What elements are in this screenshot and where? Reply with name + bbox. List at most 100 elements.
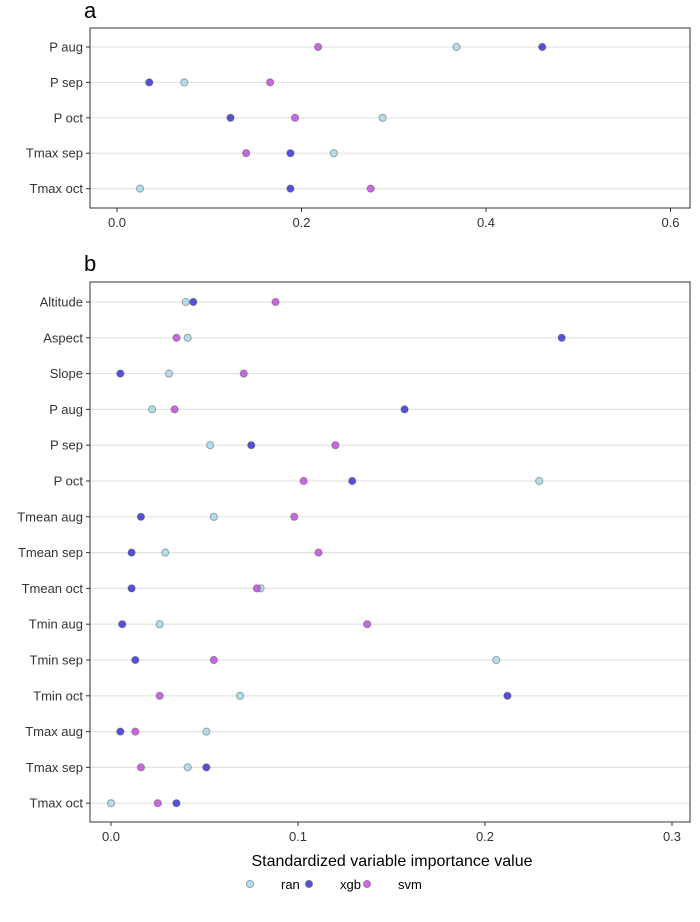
y-tick-label-altitude: Altitude — [40, 295, 83, 310]
point-ran-altitude — [181, 297, 190, 307]
panel-b-grid — [90, 301, 690, 804]
point-xgb-p-aug — [538, 42, 547, 52]
point-svm-tmax-oct — [366, 184, 375, 193]
x-axis-title: Standardized variable importance value — [251, 853, 532, 870]
point-xgb-altitude — [189, 297, 198, 307]
point-xgb-p-oct — [348, 476, 357, 486]
x-tick-label-0-2: 0.2 — [292, 215, 310, 230]
point-xgb-tmax-oct — [172, 799, 181, 808]
legend-key-svm — [362, 879, 372, 889]
point-svm-p-aug — [170, 405, 179, 414]
x-tick-label-0-6: 0.6 — [661, 215, 679, 230]
point-xgb-tmin-sep — [131, 655, 140, 665]
panel-a-grid — [90, 46, 690, 190]
x-tick-label-0-4: 0.4 — [477, 215, 495, 230]
x-tick-label-0-0: 0.0 — [108, 215, 126, 230]
point-xgb-tmin-aug — [118, 620, 127, 629]
point-xgb-tmin-oct — [503, 691, 512, 700]
y-tick-label-tmax-oct: Tmax oct — [30, 181, 84, 196]
point-svm-p-aug — [314, 42, 323, 52]
point-svm-slope — [239, 369, 248, 378]
x-tick-label-0-2: 0.2 — [476, 829, 494, 844]
y-tick-label-tmean-oct: Tmean oct — [22, 581, 84, 596]
point-xgb-tmean-aug — [136, 512, 146, 521]
point-svm-tmin-aug — [363, 620, 372, 629]
point-ran-tmin-aug — [155, 620, 164, 629]
y-tick-label-tmin-sep: Tmin sep — [30, 653, 83, 668]
y-tick-label-tmin-oct: Tmin oct — [33, 688, 83, 703]
legend-key-ran — [245, 879, 255, 889]
y-tick-label-p-sep: P sep — [50, 75, 83, 90]
panel-b-points — [106, 297, 566, 808]
point-ran-tmin-oct — [235, 691, 245, 700]
point-svm-tmean-aug — [290, 512, 299, 521]
point-xgb-tmean-sep — [127, 548, 136, 557]
point-xgb-p-sep — [145, 78, 154, 87]
x-tick-label-0-1: 0.1 — [289, 829, 307, 844]
point-ran-tmin-sep — [492, 655, 501, 665]
panel-b-letter: b — [84, 251, 96, 276]
y-tick-label-p-aug: P aug — [49, 40, 83, 55]
point-ran-p-aug — [452, 42, 461, 52]
point-svm-tmin-sep — [209, 655, 218, 665]
legend-label-ran: ran — [281, 877, 300, 892]
panel-b-frame — [89, 281, 691, 823]
point-xgb-p-oct — [226, 113, 235, 122]
panel-a: a P aug P sep P oct Tmax sep Tmax oct 0.0 0.2… — [26, 0, 691, 230]
x-tick-label-0-3: 0.3 — [663, 829, 681, 844]
y-tick-label-tmax-sep: Tmax sep — [26, 146, 83, 161]
y-tick-label-tmax-aug: Tmax aug — [25, 724, 83, 739]
y-tick-label-tmin-aug: Tmin aug — [29, 617, 83, 632]
legend-key-xgb — [304, 879, 314, 889]
point-xgb-p-aug — [400, 405, 409, 414]
panel-b-y-axis: Altitude Aspect Slope P aug P sep P oct Tmean … — [17, 295, 90, 811]
point-xgb-p-sep — [247, 441, 256, 450]
point-ran-aspect — [183, 333, 192, 342]
legend: ran xgb svm — [245, 877, 422, 892]
panel-b-x-axis: 0.0 0.1 0.2 0.3 — [102, 822, 681, 844]
point-xgb-tmax-sep — [202, 763, 211, 772]
point-ran-p-aug — [148, 405, 157, 414]
point-ran-tmax-sep — [183, 763, 192, 772]
point-svm-p-oct — [290, 113, 300, 122]
panel-b: b Altitude Aspect Slope P aug P sep P oct Tmea… — [17, 251, 691, 844]
point-ran-tmax-sep — [329, 149, 338, 158]
point-ran-p-oct — [535, 476, 544, 486]
panel-a-x-axis: 0.0 0.2 0.4 0.6 — [108, 208, 680, 230]
y-tick-label-tmax-sep: Tmax sep — [26, 760, 83, 775]
panel-a-points — [135, 42, 547, 193]
point-xgb-tmax-sep — [286, 149, 295, 158]
panel-a-letter: a — [84, 0, 97, 23]
point-ran-p-oct — [378, 113, 387, 122]
y-tick-label-p-oct: P oct — [54, 110, 84, 125]
point-svm-tmean-oct — [252, 584, 261, 593]
point-ran-p-sep — [206, 441, 215, 450]
point-svm-p-sep — [331, 441, 340, 450]
point-xgb-tmax-aug — [116, 727, 125, 736]
panel-a-y-axis: P aug P sep P oct Tmax sep Tmax oct — [26, 40, 90, 196]
point-ran-tmean-aug — [209, 512, 218, 521]
y-tick-label-tmax-oct: Tmax oct — [30, 796, 84, 811]
point-svm-tmax-sep — [242, 149, 251, 158]
point-svm-tmax-aug — [131, 727, 140, 736]
point-svm-tmean-sep — [314, 548, 323, 557]
legend-label-xgb: xgb — [340, 877, 361, 892]
y-tick-label-p-sep: P sep — [50, 438, 83, 453]
point-xgb-tmax-oct — [286, 184, 295, 193]
point-svm-tmax-sep — [136, 763, 146, 772]
y-tick-label-tmean-sep: Tmean sep — [18, 545, 83, 560]
point-svm-altitude — [271, 297, 280, 307]
point-svm-tmin-oct — [155, 691, 164, 700]
point-svm-tmax-oct — [153, 799, 162, 808]
y-tick-label-aspect: Aspect — [43, 330, 83, 345]
point-xgb-aspect — [557, 333, 566, 342]
point-ran-tmax-aug — [202, 727, 211, 736]
y-tick-label-slope: Slope — [50, 366, 83, 381]
point-ran-p-sep — [180, 78, 189, 87]
point-ran-slope — [164, 369, 174, 378]
point-ran-tmax-oct — [106, 799, 116, 808]
point-ran-tmean-sep — [161, 548, 170, 557]
point-svm-aspect — [172, 333, 181, 342]
point-ran-tmax-oct — [135, 184, 145, 193]
